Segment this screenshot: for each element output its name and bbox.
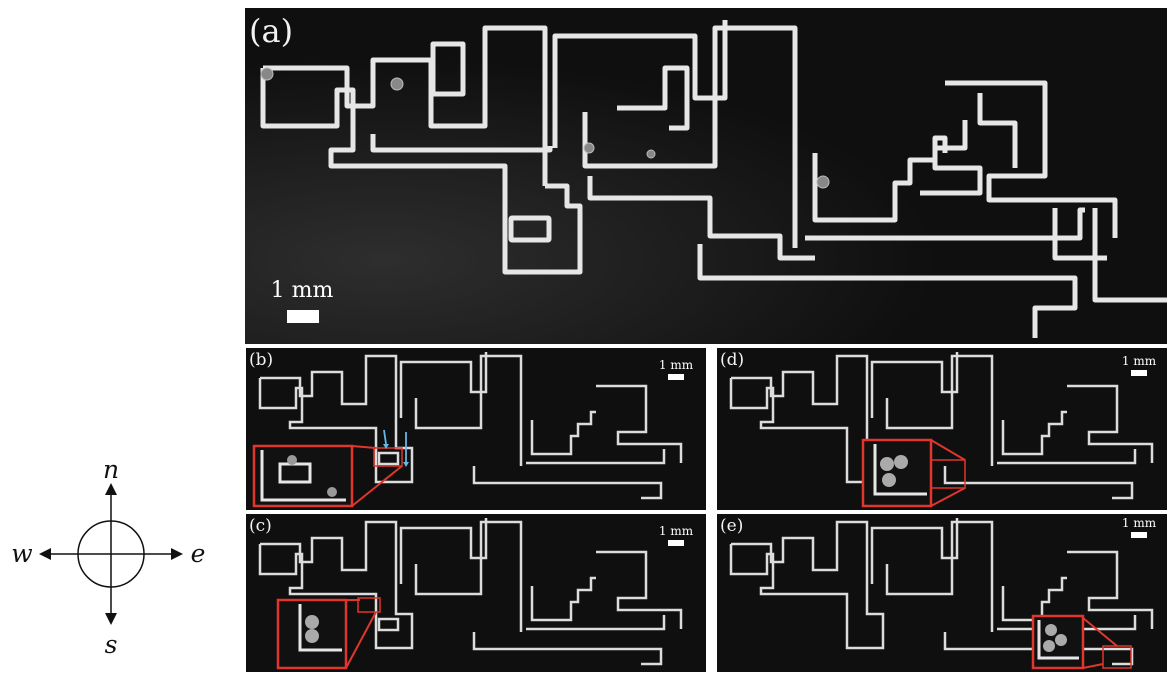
compass-south-label: s (105, 630, 118, 659)
panel-b-zoom-inset (252, 444, 354, 508)
panel-a-micrograph: (a) 1 mm (245, 8, 1167, 344)
panel-d-label: (d) (720, 350, 745, 370)
panel-e-micrograph: (e) 1 mm (717, 514, 1167, 672)
compass-east-label: e (191, 539, 206, 568)
panel-e-scale-label: 1 mm (1121, 516, 1157, 530)
panel-a-label: (a) (249, 12, 294, 50)
panel-c-scale-bar (668, 540, 684, 546)
panel-b-label: (b) (249, 350, 274, 370)
panel-a-scale-bar (287, 310, 319, 323)
panel-d-scale-bar (1131, 370, 1147, 376)
compass-rose: n s e w (11, 455, 206, 659)
panel-a-channel-drawing (245, 8, 1167, 344)
compass-north-label: n (103, 455, 119, 484)
panel-c-channel-drawing (258, 518, 683, 670)
panel-d-scale-label: 1 mm (1121, 354, 1157, 368)
panel-b-scale-bar (668, 374, 684, 380)
panel-d-micrograph: (d) 1 mm (717, 348, 1167, 510)
panel-e-scale-bar (1131, 532, 1147, 538)
panel-b-inset-source (373, 447, 403, 467)
panel-b-scale-label: 1 mm (658, 358, 694, 372)
panel-a-scale-label: 1 mm (270, 278, 334, 303)
panel-e-label: (e) (720, 516, 744, 536)
panel-c-inset-source (357, 597, 381, 613)
panel-d-channel-drawing (729, 352, 1154, 508)
panel-c-scale-label: 1 mm (658, 524, 694, 538)
panel-d-zoom-inset (861, 438, 933, 508)
compass-west-label: w (11, 539, 32, 568)
panel-c-label: (c) (249, 516, 272, 536)
panel-c-micrograph: (c) 1 mm (246, 514, 706, 672)
panel-b-micrograph: (b) 1 mm (246, 348, 706, 510)
panel-b-channel-drawing (252, 352, 683, 508)
panel-e-channel-drawing (729, 518, 1154, 670)
